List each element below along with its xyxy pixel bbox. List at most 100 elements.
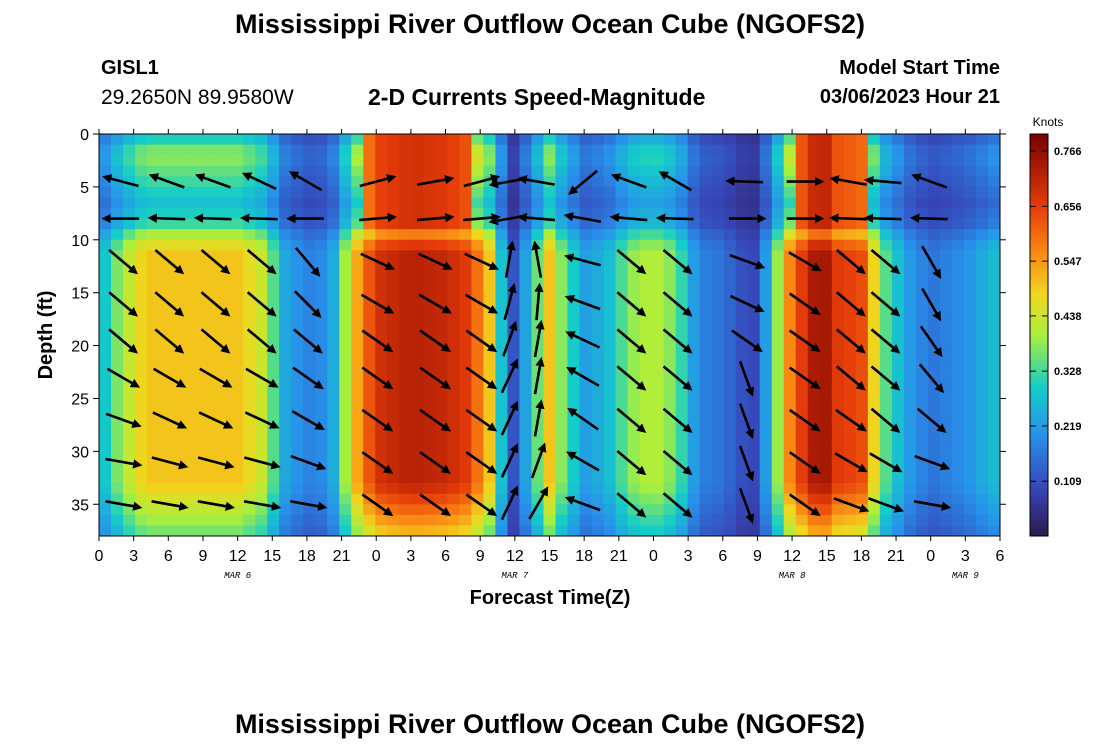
- heatmap-cell: [135, 335, 148, 347]
- heatmap-cell: [615, 176, 629, 188]
- heatmap-cell: [591, 155, 605, 167]
- current-vector-arrow: [239, 213, 278, 223]
- heatmap-cell: [147, 409, 160, 421]
- heatmap-cell: [363, 271, 376, 283]
- heatmap-cell: [567, 260, 581, 273]
- heatmap-cell: [327, 165, 340, 177]
- heatmap-cell: [351, 303, 364, 315]
- heatmap-cell: [891, 229, 905, 241]
- heatmap-cell: [507, 208, 521, 220]
- heatmap-cell: [159, 165, 172, 177]
- heatmap-cell: [735, 229, 749, 241]
- heatmap-cell: [315, 144, 328, 156]
- x-tick-label: 3: [961, 548, 970, 565]
- heatmap-cell: [339, 218, 352, 230]
- heatmap-cell: [795, 409, 809, 421]
- heatmap-cell: [195, 239, 208, 251]
- heatmap-cell: [111, 398, 124, 410]
- current-vector-arrow: [194, 173, 231, 189]
- current-vector-arrow: [655, 213, 694, 223]
- heatmap-cell: [663, 239, 677, 251]
- heatmap-cell: [939, 186, 953, 199]
- heatmap-cell: [675, 197, 689, 209]
- heatmap-cell: [843, 313, 857, 326]
- heatmap-cell: [423, 472, 436, 484]
- heatmap-cell: [423, 451, 436, 463]
- heatmap-cell: [387, 493, 400, 505]
- heatmap-cell: [759, 197, 773, 209]
- current-vector-arrow: [913, 500, 952, 511]
- heatmap-cell: [567, 525, 581, 536]
- heatmap-cell: [747, 134, 761, 146]
- heatmap-cell: [507, 303, 521, 315]
- heatmap-cell: [783, 165, 797, 177]
- heatmap-cell: [267, 525, 280, 536]
- heatmap-cell: [735, 377, 749, 389]
- heatmap-cell: [519, 356, 533, 368]
- heatmap-cell: [471, 483, 485, 495]
- heatmap-cell: [735, 366, 749, 378]
- heatmap-cell: [879, 356, 893, 368]
- heatmap-cell: [567, 229, 581, 241]
- heatmap-cell: [135, 186, 148, 199]
- heatmap-cell: [243, 250, 256, 262]
- heatmap-cell: [831, 155, 845, 167]
- heatmap-cell: [939, 335, 953, 347]
- heatmap-cell: [711, 461, 725, 474]
- heatmap-cell: [651, 398, 665, 410]
- heatmap-cell: [615, 461, 629, 474]
- heatmap-cell: [195, 430, 208, 442]
- heatmap-cell: [519, 239, 533, 251]
- heatmap-cell: [819, 356, 833, 368]
- heatmap-cell: [627, 313, 641, 326]
- heatmap-cell: [567, 461, 581, 474]
- heatmap-cell: [723, 345, 737, 357]
- heatmap-cell: [579, 229, 593, 241]
- heatmap-cell: [495, 239, 509, 251]
- current-vector-arrow: [106, 367, 141, 388]
- heatmap-cell: [855, 483, 869, 495]
- heatmap-cell: [699, 208, 713, 220]
- heatmap-cell: [987, 260, 1000, 273]
- heatmap-cell: [231, 324, 244, 336]
- heatmap-cell: [591, 461, 605, 474]
- heatmap-cell: [147, 134, 160, 146]
- heatmap-cell: [843, 430, 857, 442]
- heatmap-cell: [915, 176, 929, 188]
- heatmap-cell: [303, 250, 316, 262]
- heatmap-cell: [975, 229, 989, 241]
- heatmap-cell: [651, 461, 665, 474]
- heatmap-cell: [123, 493, 136, 505]
- heatmap-cell: [375, 409, 388, 421]
- heatmap-cell: [555, 176, 569, 188]
- heatmap-cell: [855, 387, 869, 400]
- heatmap-cell: [567, 377, 581, 389]
- heatmap-cell: [939, 134, 953, 146]
- heatmap-cell: [903, 292, 917, 304]
- heatmap-cell: [651, 260, 665, 273]
- heatmap-cell: [495, 419, 509, 431]
- heatmap-cell: [135, 197, 148, 209]
- heatmap-cell: [447, 345, 460, 357]
- current-vector-arrow: [105, 500, 143, 511]
- heatmap-cell: [651, 134, 665, 146]
- heatmap-cell: [471, 313, 485, 326]
- heatmap-cell: [855, 398, 869, 410]
- heatmap-cell: [435, 335, 448, 347]
- heatmap-cell: [555, 239, 569, 251]
- heatmap-cell: [231, 525, 244, 536]
- heatmap-cell: [675, 525, 689, 536]
- heatmap-cell: [615, 356, 629, 368]
- heatmap-cell: [819, 165, 833, 177]
- heatmap-cell: [711, 514, 725, 527]
- heatmap-cell: [915, 377, 929, 389]
- heatmap-cell: [759, 218, 773, 230]
- heatmap-cell: [615, 387, 629, 400]
- heatmap-cell: [219, 356, 232, 368]
- heatmap-cell: [507, 134, 521, 146]
- heatmap-cell: [519, 313, 533, 326]
- heatmap-cell: [423, 419, 436, 431]
- heatmap-cell: [651, 451, 665, 463]
- heatmap-cell: [663, 324, 677, 336]
- heatmap-cell: [507, 419, 521, 431]
